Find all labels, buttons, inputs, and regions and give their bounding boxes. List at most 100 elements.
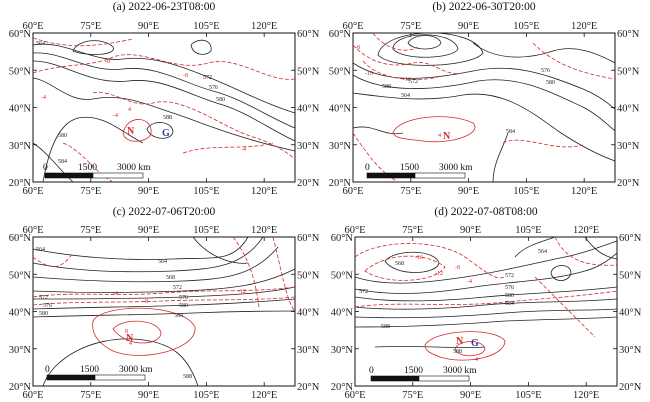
contour-label: -8 (183, 73, 188, 79)
panel-a: 564 572 576 580 588 580 584 -8 -4 -8 -4 … (32, 1, 296, 183)
system-marker-g: G (162, 128, 170, 139)
x-tick-label-top: 60°E (342, 21, 363, 32)
contour-label: -16 (365, 71, 373, 77)
panel-d-black-contours (354, 236, 618, 348)
contour-label: -4 (41, 95, 46, 101)
panel-b-contour-labels: 564 572 576 580 588 584 -8 -16 -12 4 (355, 45, 555, 139)
contour-label: -12 (435, 271, 443, 277)
contour-label: -12 (238, 289, 246, 295)
scale-label-0: 0 (45, 365, 50, 375)
scale-label-1500: 1500 (404, 366, 423, 376)
contour-label: 588 (163, 115, 172, 121)
y-tick-label-left: 40°N (329, 104, 352, 115)
system-marker-n: N (127, 126, 135, 137)
scale-label-0: 0 (43, 163, 48, 173)
scale-bar: 0 1500 3000 km (369, 366, 477, 382)
y-tick-label-right: 30°N (297, 141, 320, 152)
y-tick-label-right: 30°N (619, 345, 642, 356)
contour-label: -8 (143, 299, 148, 305)
y-tick-label-right: 40°N (617, 104, 640, 115)
x-tick-label-bottom: 120°E (571, 186, 597, 197)
x-tick-label-top: 105°E (515, 225, 541, 236)
x-tick-label-bottom: 105°E (193, 186, 219, 197)
y-tick-label-right: 60°N (297, 233, 320, 244)
contour-label: 588 (183, 374, 192, 380)
x-tick-label-top: 60°E (22, 21, 43, 32)
y-tick-label-right: 20°N (619, 382, 642, 393)
contour-label: 568 (395, 261, 404, 267)
contour-label: -8 (355, 45, 360, 51)
contour-label: 572 (173, 285, 182, 291)
x-tick-label-bottom: 90°E (458, 186, 479, 197)
y-tick-label-left: 20°N (331, 382, 354, 393)
x-tick-label-top: 90°E (138, 21, 159, 32)
contour-label: 580 (39, 311, 48, 317)
x-tick-label-top: 75°E (400, 21, 421, 32)
scale-label-3000: 3000 km (443, 366, 477, 376)
contour-label: 4 (129, 341, 132, 347)
contour-label: -4 (241, 147, 246, 153)
panel-a-black-contours (32, 39, 296, 183)
contour-label: 572 (359, 289, 368, 295)
y-tick-label-right: 40°N (297, 308, 320, 319)
y-tick-label-right: 60°N (617, 29, 640, 40)
contour-label: 564 (538, 249, 547, 255)
x-tick-label-bottom: 75°E (402, 390, 423, 401)
x-tick-label-top: 90°E (458, 21, 479, 32)
y-tick-label-left: 20°N (9, 178, 32, 189)
contour-label: 576 (43, 303, 52, 309)
x-tick-label-bottom: 60°E (342, 186, 363, 197)
scale-label-0: 0 (365, 163, 370, 173)
contour-label: -12 (403, 77, 411, 83)
contour-label: 572 (39, 295, 48, 301)
x-tick-label-top: 75°E (80, 21, 101, 32)
panel-title: (a) 2022-06-23T08:00 (113, 1, 216, 13)
contour-label: 580 (216, 97, 225, 103)
x-tick-label-top: 105°E (513, 21, 539, 32)
scale-label-1500: 1500 (80, 365, 99, 375)
contour-label: 564 (36, 247, 45, 253)
contour-label: 580 (546, 80, 555, 86)
panel-b-red-contours (352, 32, 616, 183)
y-tick-label-left: 40°N (331, 308, 354, 319)
x-tick-label-bottom: 90°E (138, 390, 159, 401)
panel-d-contour-labels: 568 572 576 580 584 588 588 564 572 -16 … (359, 249, 547, 363)
contour-label: 580 (179, 303, 188, 309)
x-tick-label-top: 120°E (571, 21, 597, 32)
contour-label: 580 (58, 133, 67, 139)
contour-label: 4 (438, 133, 441, 139)
x-tick-label-bottom: 60°E (344, 390, 365, 401)
y-tick-label-right: 50°N (297, 66, 320, 77)
contour-label: 584 (506, 129, 515, 135)
y-tick-label-right: 40°N (297, 104, 320, 115)
y-tick-label-left: 40°N (9, 308, 32, 319)
contour-label: 588 (381, 324, 390, 330)
y-tick-label-left: 60°N (9, 233, 32, 244)
x-tick-label-bottom: 105°E (513, 186, 539, 197)
contour-label: 8 (125, 329, 128, 335)
scale-label-1500: 1500 (400, 163, 419, 173)
x-tick-label-top: 120°E (251, 225, 277, 236)
contour-label: 584 (174, 313, 183, 319)
contour-label: 4 (475, 357, 478, 363)
y-tick-label-right: 20°N (617, 178, 640, 189)
contour-label: 564 (36, 41, 45, 47)
panel-c-contour-labels: 564 564 568 572 576 580 584 572 576 580 … (36, 247, 246, 380)
x-tick-label-top: 90°E (138, 225, 159, 236)
contour-label: -4 (467, 279, 472, 285)
y-tick-label-left: 50°N (329, 66, 352, 77)
y-tick-label-left: 60°N (9, 29, 32, 40)
y-tick-label-right: 20°N (297, 178, 320, 189)
y-tick-label-right: 50°N (619, 270, 642, 281)
scale-label-3000: 3000 km (117, 163, 151, 173)
x-tick-label-top: 105°E (193, 21, 219, 32)
x-tick-label-bottom: 75°E (400, 186, 421, 197)
y-tick-label-left: 60°N (329, 29, 352, 40)
system-marker-n: N (456, 336, 464, 347)
contour-label: 564 (158, 259, 167, 265)
contour-label: 584 (58, 159, 67, 165)
contour-label: 576 (179, 295, 188, 301)
contour-label: 568 (166, 275, 175, 281)
contour-label: 588 (453, 349, 462, 355)
